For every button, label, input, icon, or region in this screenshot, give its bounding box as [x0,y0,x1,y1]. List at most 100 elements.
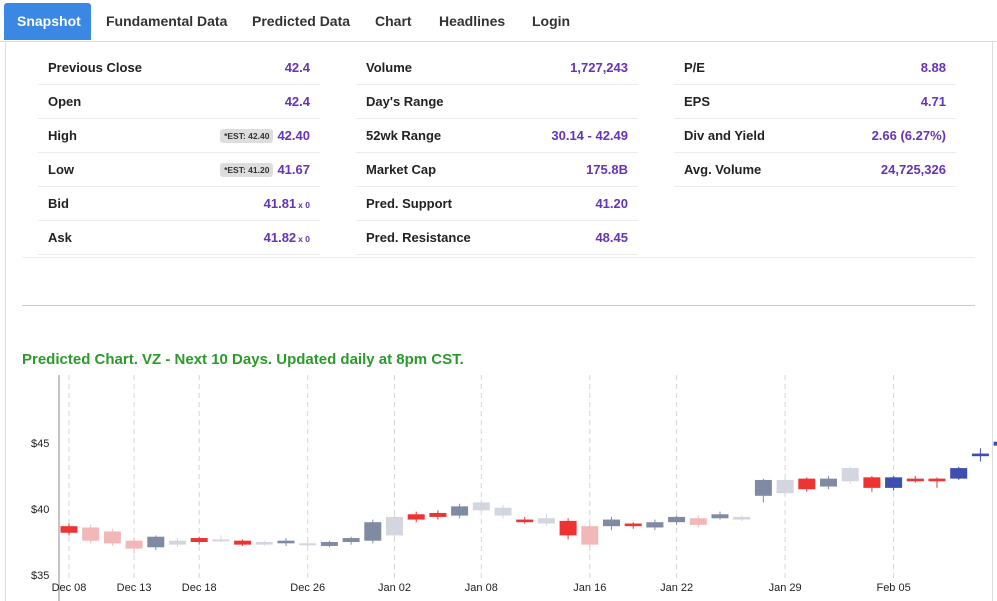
candle-body [798,478,816,490]
stat-value: 4.71 [920,94,946,109]
stat-value: 41.67 [277,162,310,177]
est-badge: *EST: 42.40 [220,129,274,143]
stat-value: 30.14 - 42.49 [551,128,628,143]
candle-body [950,468,968,479]
stat-label: Day's Range [366,94,444,109]
stat-value: 1,727,243 [570,60,628,75]
tab-fundamental-data[interactable]: Fundamental Data [106,13,228,29]
candle-body [386,516,403,536]
stat-quantity: x 0 [298,234,310,244]
candle-body [472,502,490,511]
candle-body [776,479,794,494]
stat-previous-close: Previous Close 42.4 [38,51,320,85]
candle-body [820,478,837,487]
candle-body [581,526,599,545]
candle-body [342,538,360,542]
stat-volume: Volume 1,727,243 [356,51,638,85]
x-tick-label: Jan 08 [465,582,498,594]
stat-value: 8.88 [920,60,946,75]
stat-open: Open 42.4 [38,85,320,119]
stat-value: 42.4 [284,94,310,109]
x-tick-label: Dec 18 [182,582,217,594]
stat-pred-resistance: Pred. Resistance 48.45 [356,221,638,255]
tab-chart[interactable]: Chart [375,13,412,29]
stats-column-market: Volume 1,727,243 Day's Range 52wk Range … [356,51,638,255]
x-tick-label: Jan 16 [573,582,606,594]
stats-column-price: Previous Close 42.4 Open 42.4 High *EST:… [38,51,320,255]
candle-body [190,538,208,542]
stat-value-wrap: 41.82 x 0 [264,230,310,245]
stat-div-yield: Div and Yield 2.66 (6.27%) [674,119,956,153]
stat-label: P/E [684,60,705,75]
stat-value: 42.40 [277,128,310,143]
stat-quantity: x 0 [298,200,310,210]
candle-body [277,540,295,544]
candle-body [993,441,997,446]
est-badge: *EST: 41.20 [220,163,274,177]
stat-bid: Bid 41.81 x 0 [38,187,320,221]
x-tick-label: Jan 02 [378,582,411,594]
snapshot-panel [5,41,993,601]
x-tick-label: Jan 29 [769,582,802,594]
stat-label: Avg. Volume [684,162,762,177]
candle-body [125,540,143,549]
candle-body [711,514,729,519]
candle-body [516,519,534,523]
candle-body [147,536,165,548]
candle-body [624,523,642,527]
tab-bar: Snapshot Fundamental Data Predicted Data… [0,0,997,42]
candle-body [841,468,859,482]
tab-login[interactable]: Login [532,13,571,29]
stat-eps: EPS 4.71 [674,85,956,119]
stat-low: Low *EST: 41.20 41.67 [38,153,320,187]
tab-headlines[interactable]: Headlines [439,13,506,29]
stat-label: Open [48,94,82,109]
candle-body [494,507,512,516]
stat-label: High [48,128,77,143]
y-tick-label: $40 [31,504,49,516]
candle-body [429,512,447,517]
stat-value: 175.8B [586,162,628,177]
candle-body [928,478,946,482]
stat-label: 52wk Range [366,128,442,143]
candle-body [559,520,577,536]
y-tick-label: $35 [31,570,49,582]
chart-title: Predicted Chart. VZ - Next 10 Days. Upda… [22,351,464,368]
candle-body [863,477,881,488]
x-tick-label: Dec 13 [117,582,152,594]
candle-body [320,542,338,546]
candle-body [82,527,100,541]
stat-label: Market Cap [366,162,437,177]
stat-value: 24,725,326 [880,162,946,177]
stat-value: 41.82 [263,230,297,245]
stat-label: Volume [366,60,412,75]
stat-label: Ask [48,230,72,245]
candle-body [646,522,664,528]
candle-body [255,542,273,545]
candle-body [754,479,772,496]
stat-value: 41.20 [595,196,628,211]
candle-body [603,519,620,527]
tab-snapshot[interactable]: Snapshot [4,3,91,40]
divider [22,305,975,306]
candle-body [885,477,903,488]
stat-label: Previous Close [48,60,142,75]
candle-body [451,506,469,516]
stat-avg-volume: Avg. Volume 24,725,326 [674,153,956,187]
stat-value: 48.45 [595,230,628,245]
stat-market-cap: Market Cap 175.8B [356,153,638,187]
stat-value: 41.81 [263,196,297,211]
candle-body [364,522,382,541]
stat-value: 42.4 [284,60,310,75]
tab-predicted-data[interactable]: Predicted Data [252,13,351,29]
stat-label: Pred. Resistance [366,230,471,245]
stat-pe: P/E 8.88 [674,51,956,85]
stat-value-wrap: 41.81 x 0 [264,196,310,211]
candle-body [169,540,186,545]
candle-body [689,518,707,525]
candle-body [212,539,230,542]
candle-body [906,478,924,482]
x-tick-label: Dec 08 [52,582,87,594]
x-tick-label: Feb 05 [876,582,910,594]
stat-ask: Ask 41.82 x 0 [38,221,320,255]
